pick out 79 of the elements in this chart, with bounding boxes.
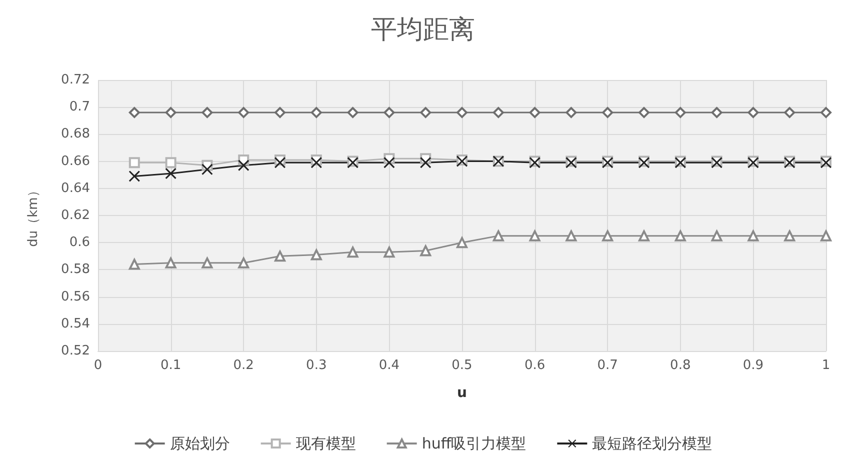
y-tick-label: 0.68 [61,126,90,142]
point [820,107,832,118]
point [347,246,358,258]
point [566,230,577,242]
point [420,107,432,118]
point [274,157,286,168]
point [566,107,577,118]
point [128,107,140,118]
point [674,230,686,242]
point [456,107,468,118]
x-tick-label: 0.2 [233,358,254,373]
legend-label: 原始划分 [170,434,230,452]
point [238,257,250,268]
x-tick-label: 0.8 [670,358,691,373]
legend-label: 最短路径划分模型 [592,434,712,452]
point [310,249,322,260]
point [165,107,176,118]
point [602,230,614,242]
point [711,107,722,118]
point [529,107,540,118]
point [165,168,176,179]
point [238,160,250,171]
point [274,250,286,262]
point [638,107,650,118]
point [602,107,614,118]
point [384,246,395,258]
y-tick-label: 0.72 [61,72,90,88]
legend-label: 现有模型 [296,434,356,452]
point [748,230,759,242]
y-tick-label: 0.56 [61,289,90,304]
point [384,107,395,118]
y-tick-label: 0.64 [61,180,90,196]
x-tick-label: 0.6 [524,358,546,373]
point [711,230,722,242]
y-tick-label: 0.6 [69,235,90,250]
point [165,257,176,268]
point [347,107,358,118]
x-tick-label: 0.9 [742,358,764,373]
y-tick-label: 0.52 [61,344,90,358]
point [820,230,832,242]
x-tick-label: 1 [822,358,830,373]
point [202,164,213,175]
x-tick-label: 0.7 [597,358,618,373]
y-tick-label: 0.7 [69,100,90,115]
point [784,107,796,118]
point [784,230,796,242]
y-tick-label: 0.58 [61,262,90,278]
point [420,245,432,256]
point [310,157,322,168]
x-tick-label: 0.3 [306,358,327,373]
point [274,107,286,118]
y-axis-title: du（km） [26,184,41,247]
y-tick-label: 0.54 [61,316,90,332]
point [238,107,250,118]
point [492,230,504,242]
x-tick-label: 0.1 [160,358,182,373]
x-axis-title: u [457,385,467,401]
x-tick-label: 0 [94,358,102,373]
point [202,107,213,118]
chart-title: 平均距离 [371,15,475,45]
x-tick-label: 0.5 [452,358,472,373]
point [165,157,176,168]
point [128,258,140,270]
x-tick-label: 0.4 [378,358,400,373]
point [529,230,540,242]
y-tick-label: 0.62 [61,208,90,223]
point [128,157,140,168]
point [420,157,432,168]
y-tick-label: 0.66 [61,154,90,169]
point [638,230,650,242]
point [384,157,395,168]
point [310,107,322,118]
legend-label: huff吸引力模型 [422,434,526,452]
point [202,257,213,268]
point [456,237,468,248]
point [748,107,759,118]
point [128,170,140,182]
point [492,107,504,118]
point [674,107,686,118]
